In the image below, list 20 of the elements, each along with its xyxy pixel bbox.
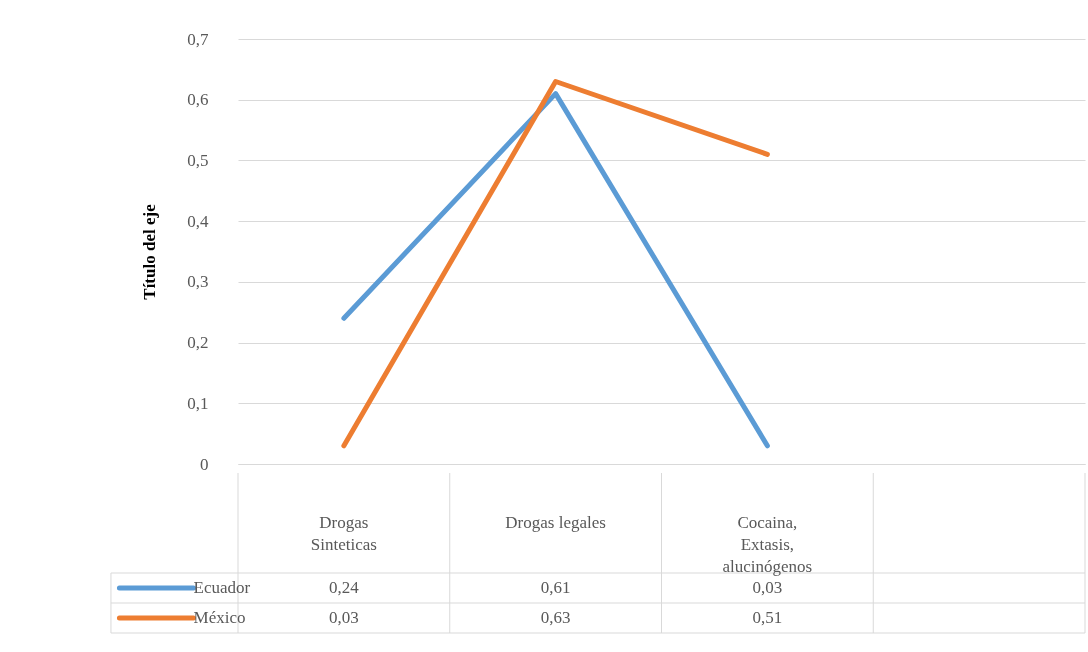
data-label: 0,03 [329,608,359,627]
y-tick-label: 0 [200,454,209,474]
data-label: 0,03 [752,578,783,597]
y-tick-label: 0,6 [187,90,209,110]
data-label: 0,63 [540,608,571,627]
y-tick-label: 0,7 [187,29,209,49]
data-label: 0,51 [752,608,783,627]
legend-label: México [193,608,246,627]
x-tick-label: Drogas legales [505,513,606,532]
y-tick-label: 0,1 [187,393,209,413]
x-tick-label: Drogas Sinteticas [310,513,377,554]
y-tick-label: 0,3 [187,272,209,292]
x-tick-label: Cocaina, Extasis, alucinógenos [722,513,813,576]
data-label: 0,61 [540,578,571,597]
y-tick-label: 0,2 [187,333,209,353]
y-tick-label: 0,4 [187,211,209,231]
y-tick-label: 0,5 [187,150,209,170]
y-axis-title: Título del eje [140,203,160,300]
legend-label: Ecuador [193,578,251,597]
data-label: 0,24 [329,578,360,597]
